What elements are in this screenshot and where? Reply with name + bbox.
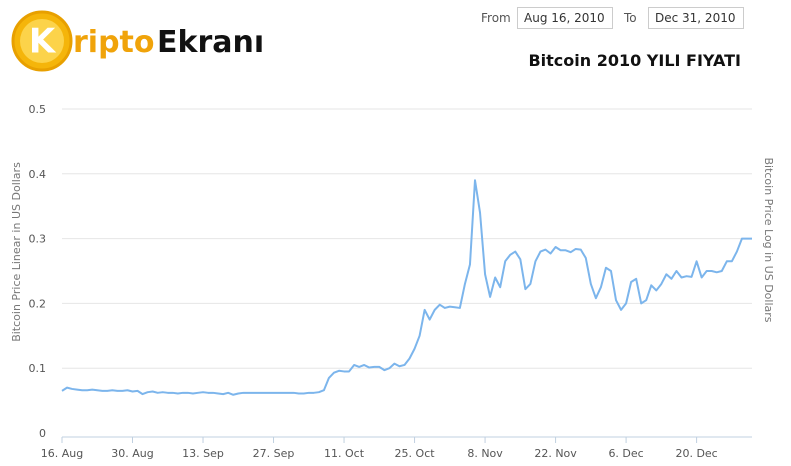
y-tick-label: 0.1 <box>29 362 47 375</box>
logo-text-1: ripto <box>73 25 155 60</box>
y2-axis-label: Bitcoin Price Log in US Dollars <box>762 157 775 322</box>
y-tick-label: 0.5 <box>29 103 47 116</box>
x-tick-label: 22. Nov <box>534 447 577 460</box>
x-tick-label: 30. Aug <box>111 447 153 460</box>
logo-letter: K <box>29 22 57 62</box>
x-tick-label: 27. Sep <box>253 447 295 460</box>
from-label: From <box>481 11 511 25</box>
chart-title: Bitcoin 2010 YILI FIYATI <box>528 51 741 70</box>
to-label: To <box>624 11 637 25</box>
x-tick-label: 20. Dec <box>675 447 717 460</box>
x-tick-label: 8. Nov <box>467 447 503 460</box>
logo-text-2: Ekranı <box>157 25 264 60</box>
x-tick-label: 6. Dec <box>608 447 643 460</box>
to-date[interactable]: Dec 31, 2010 <box>648 7 744 29</box>
y-tick-label: 0 <box>39 427 46 440</box>
x-tick-label: 25. Oct <box>395 447 436 460</box>
y-tick-label: 0.4 <box>29 168 47 181</box>
x-tick-label: 11. Oct <box>324 447 365 460</box>
x-tick-label: 16. Aug <box>41 447 83 460</box>
logo-coin-inner <box>20 19 64 63</box>
price-line <box>61 179 752 396</box>
y-tick-label: 0.2 <box>29 297 47 310</box>
from-date[interactable]: Aug 16, 2010 <box>517 7 613 29</box>
y-tick-label: 0.3 <box>29 233 47 246</box>
y-axis-label: Bitcoin Price Linear in US Dollars <box>10 162 23 342</box>
x-tick-label: 13. Sep <box>182 447 224 460</box>
